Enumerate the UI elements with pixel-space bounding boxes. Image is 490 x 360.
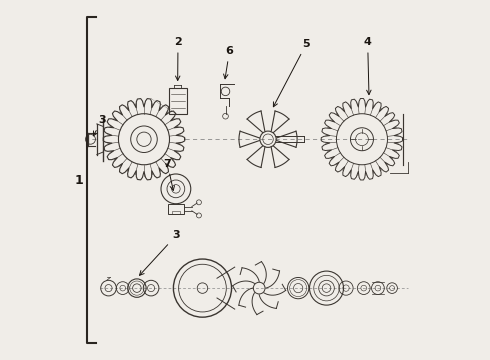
Text: 6: 6 — [223, 46, 233, 79]
Text: 7: 7 — [164, 158, 174, 190]
Text: 5: 5 — [273, 39, 310, 107]
Text: 4: 4 — [364, 37, 371, 95]
Text: 3: 3 — [140, 230, 180, 275]
Text: 2: 2 — [174, 37, 182, 80]
Text: 1: 1 — [75, 174, 83, 186]
Text: 3: 3 — [94, 115, 105, 136]
